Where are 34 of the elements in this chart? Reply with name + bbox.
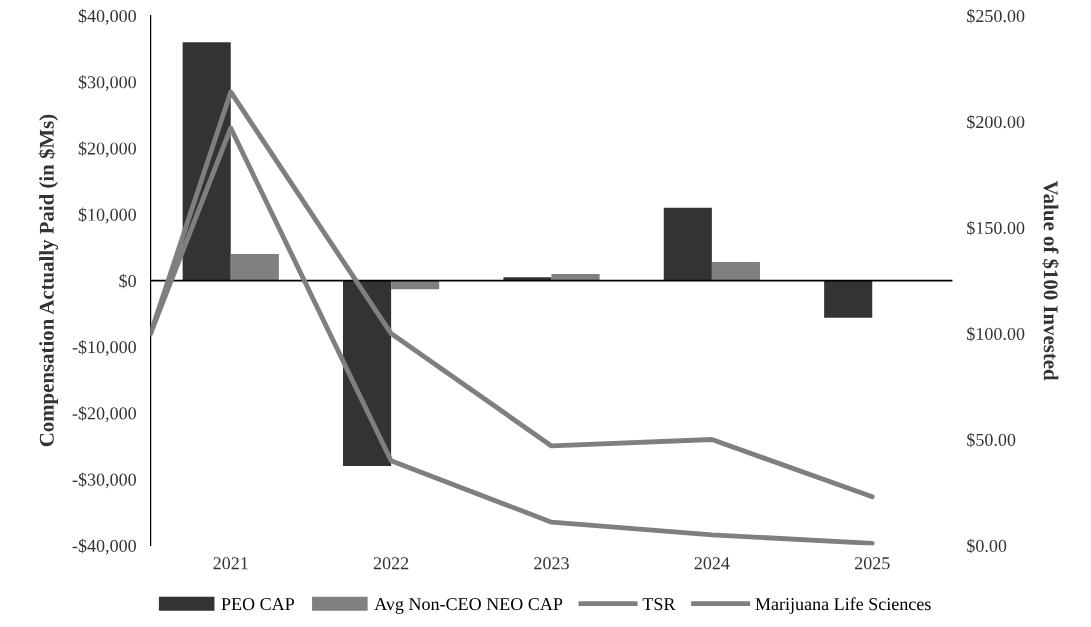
legend-label: TSR — [642, 598, 676, 611]
y2-tick-label: $50.00 — [967, 432, 1016, 448]
y-tick-label: $40,000 — [78, 8, 136, 25]
y-tick-label: $0 — [119, 273, 136, 289]
legend-label: Marijuana Life Sciences — [755, 597, 931, 614]
y-tick-label: $10,000 — [78, 207, 136, 224]
bar — [551, 273, 600, 281]
bar — [711, 262, 760, 281]
y2-tick-label: $250.00 — [967, 8, 1025, 24]
y-tick-label: $20,000 — [78, 141, 136, 158]
bar — [824, 280, 873, 318]
y-tick-label: -$20,000 — [72, 406, 136, 423]
x-tick-label: 2022 — [373, 557, 409, 570]
x-tick-label: 2025 — [854, 557, 890, 570]
bar — [343, 280, 392, 467]
bar — [391, 280, 440, 290]
y-tick-label: -$30,000 — [72, 472, 136, 489]
x-tick-label: 2024 — [694, 557, 730, 570]
x-tick-label: 2021 — [213, 557, 248, 570]
bar — [503, 277, 552, 281]
legend-label: Avg Non-CEO NEO CAP — [374, 598, 563, 614]
y-tick-label: -$10,000 — [72, 340, 136, 356]
y2-tick-label: $150.00 — [967, 220, 1025, 236]
y2-tick-label: $100.00 — [967, 326, 1025, 342]
bar — [230, 254, 279, 281]
legend-label: PEO CAP — [221, 598, 295, 611]
y2-axis-title: Value of $100 Invested — [1042, 180, 1059, 381]
y-tick-label: -$40,000 — [72, 538, 136, 555]
y-tick-label: $30,000 — [78, 75, 136, 91]
x-tick-label: 2023 — [534, 557, 569, 570]
bar — [663, 207, 712, 281]
y2-tick-label: $0.00 — [967, 538, 1007, 554]
y-axis-title: Compensation Actually Paid (in $Ms) — [38, 114, 59, 447]
y2-tick-label: $200.00 — [967, 114, 1025, 130]
